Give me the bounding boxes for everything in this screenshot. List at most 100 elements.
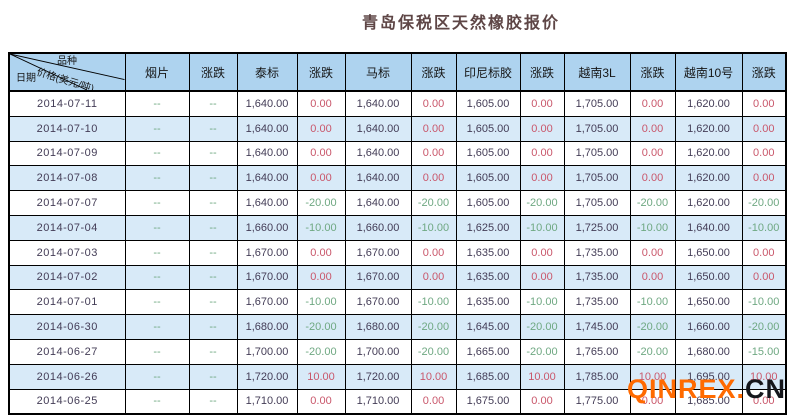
table-row: 2014-06-27 -- -- 1,700.00 -20.00 1,700.00 -20.…	[8, 338, 787, 365]
change-cell: 0.00	[629, 239, 676, 266]
change-cell: -20.00	[629, 190, 676, 216]
change-cell: -20.00	[410, 314, 457, 340]
table-row: 2014-06-30 -- -- 1,680.00 -20.00 1,680.00 -20.…	[8, 314, 787, 340]
price-cell: 1,705.00	[563, 115, 631, 142]
price-cell: --	[124, 214, 190, 241]
column-header: 涨跌	[188, 52, 238, 92]
table-row: 2014-07-09 -- -- 1,640.00 0.00 1,640.00 0.00 1,…	[8, 140, 787, 167]
change-cell: -10.00	[410, 214, 457, 241]
price-cell: --	[124, 338, 190, 365]
change-cell: 0.00	[741, 140, 787, 167]
change-cell: 0.00	[296, 239, 346, 266]
price-cell: 1,745.00	[563, 314, 631, 340]
change-cell: -20.00	[410, 190, 457, 216]
table-body: 2014-07-11 -- -- 1,640.00 0.00 1,640.00 0.00 1,…	[8, 90, 787, 415]
price-cell: 1,620.00	[674, 115, 743, 142]
price-cell: --	[124, 140, 190, 167]
date-cell: 2014-07-10	[8, 115, 126, 142]
price-cell: 1,725.00	[563, 214, 631, 241]
corner-cell: 品种 价格(美元/吨) 日期	[8, 52, 126, 92]
price-cell: 1,640.00	[236, 140, 298, 167]
change-cell: --	[188, 314, 238, 340]
price-cell: 1,635.00	[455, 289, 521, 316]
date-cell: 2014-06-30	[8, 314, 126, 340]
column-header: 涨跌	[741, 52, 787, 92]
price-cell: 1,660.00	[344, 214, 412, 241]
table-row: 2014-07-01 -- -- 1,670.00 -10.00 1,670.00 -10.…	[8, 289, 787, 316]
corner-variety-label: 品种	[57, 56, 77, 67]
price-cell: 1,645.00	[455, 314, 521, 340]
change-cell: 0.00	[741, 239, 787, 266]
change-cell: 10.00	[741, 363, 787, 390]
price-cell: 1,625.00	[455, 214, 521, 241]
date-cell: 2014-07-08	[8, 165, 126, 192]
price-cell: 1,650.00	[674, 264, 743, 291]
change-cell: -10.00	[296, 289, 346, 316]
price-cell: 1,640.00	[236, 90, 298, 117]
change-cell: 0.00	[741, 165, 787, 192]
change-cell: -20.00	[296, 338, 346, 365]
change-cell: --	[188, 239, 238, 266]
price-cell: 1,640.00	[236, 165, 298, 192]
header-row: 品种 价格(美元/吨) 日期 烟片 涨跌 泰标 涨跌 马标 涨跌 印尼标胶 涨跌 越南3L 涨跌越…	[8, 52, 787, 92]
change-cell: 0.00	[410, 90, 457, 117]
change-cell: --	[188, 190, 238, 216]
change-cell: 0.00	[410, 264, 457, 291]
price-cell: 1,705.00	[563, 190, 631, 216]
date-cell: 2014-06-26	[8, 363, 126, 390]
change-cell: 0.00	[519, 388, 565, 415]
change-cell: 0.00	[519, 90, 565, 117]
date-cell: 2014-07-01	[8, 289, 126, 316]
watermark-brand: QINREX	[627, 374, 737, 404]
price-cell: 1,700.00	[344, 338, 412, 365]
change-cell: --	[188, 338, 238, 365]
price-cell: --	[124, 289, 190, 316]
change-cell: 0.00	[296, 140, 346, 167]
change-cell: --	[188, 165, 238, 192]
price-cell: --	[124, 314, 190, 340]
change-cell: 0.00	[519, 264, 565, 291]
column-header: 马标	[344, 52, 412, 92]
price-cell: 1,670.00	[236, 289, 298, 316]
price-cell: 1,670.00	[344, 239, 412, 266]
column-header: 泰标	[236, 52, 298, 92]
change-cell: 0.00	[629, 115, 676, 142]
price-cell: 1,670.00	[236, 264, 298, 291]
price-cell: 1,605.00	[455, 140, 521, 167]
price-cell: 1,705.00	[563, 165, 631, 192]
price-cell: 1,640.00	[236, 115, 298, 142]
price-cell: 1,670.00	[344, 264, 412, 291]
table-row: 2014-07-04 -- -- 1,660.00 -10.00 1,660.00 -10.…	[8, 214, 787, 241]
price-cell: 1,675.00	[455, 388, 521, 415]
table-row: 2014-06-26 -- -- 1,720.00 10.00 1,720.00 10.00…	[8, 363, 787, 390]
price-cell: 1,660.00	[674, 314, 743, 340]
price-cell: 1,635.00	[455, 264, 521, 291]
change-cell: 0.00	[629, 140, 676, 167]
price-cell: 1,660.00	[236, 214, 298, 241]
change-cell: 0.00	[741, 90, 787, 117]
date-cell: 2014-07-07	[8, 190, 126, 216]
date-cell: 2014-07-11	[8, 90, 126, 117]
change-cell: --	[188, 289, 238, 316]
price-cell: 1,735.00	[563, 239, 631, 266]
price-cell: 1,605.00	[455, 90, 521, 117]
price-cell: 1,605.00	[455, 115, 521, 142]
price-cell: --	[124, 388, 190, 415]
price-cell: 1,765.00	[563, 338, 631, 365]
price-cell: --	[124, 115, 190, 142]
price-cell: 1,665.00	[455, 338, 521, 365]
price-cell: 1,705.00	[563, 90, 631, 117]
change-cell: 0.00	[519, 140, 565, 167]
price-cell: 1,685.00	[455, 363, 521, 390]
change-cell: 0.00	[629, 264, 676, 291]
change-cell: 0.00	[296, 264, 346, 291]
price-cell: 1,640.00	[344, 140, 412, 167]
watermark-tld: CN	[745, 374, 787, 404]
change-cell: 0.00	[519, 115, 565, 142]
price-cell: 1,605.00	[455, 165, 521, 192]
price-cell: 1,785.00	[563, 363, 631, 390]
change-cell: 10.00	[296, 363, 346, 390]
change-cell: 0.00	[296, 388, 346, 415]
price-cell: 1,650.00	[674, 239, 743, 266]
column-header: 涨跌	[296, 52, 346, 92]
